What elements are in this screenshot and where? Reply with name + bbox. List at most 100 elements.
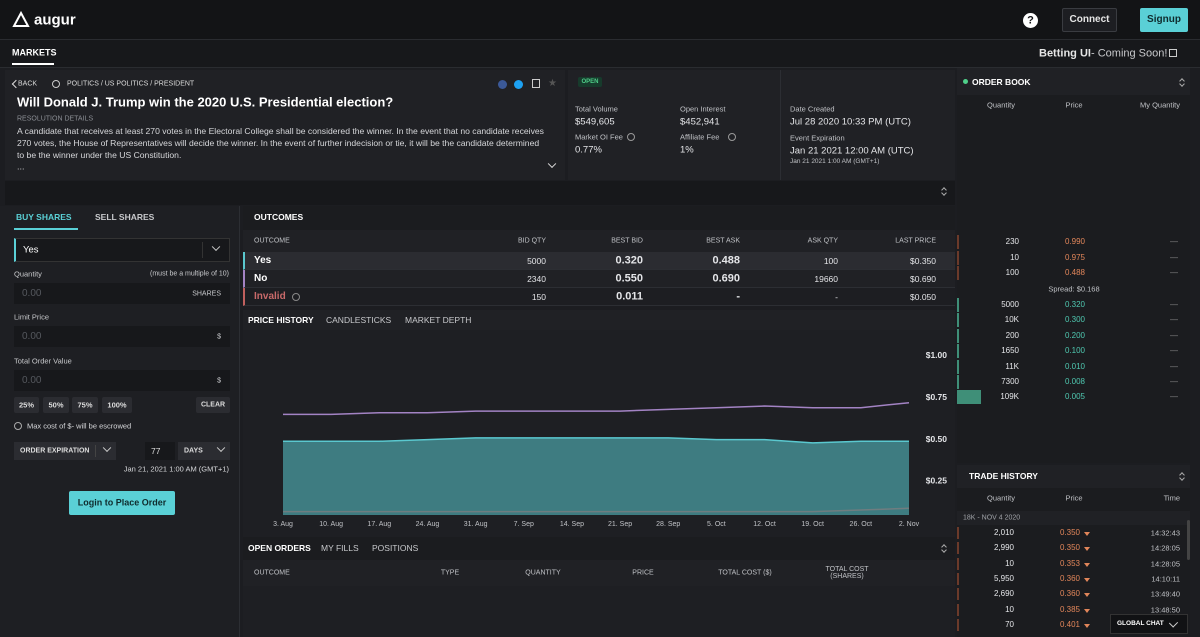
- trade-time: 13:49:40: [1150, 589, 1180, 599]
- ask-price: 0.488: [1064, 268, 1085, 277]
- stat-value: Jul 28 2020 10:33 PM (UTC): [790, 116, 911, 128]
- input-placeholder[interactable]: 0.00: [22, 288, 42, 299]
- input-box[interactable]: [14, 283, 230, 304]
- expiration-text[interactable]: ORDER EXPIRATION: [20, 447, 90, 455]
- bid-price: 0.100: [1064, 346, 1085, 356]
- down-arrow: [1084, 577, 1090, 582]
- trade-group: 18K - NOV 4 2020: [963, 514, 1021, 522]
- outcomes-title: OUTCOMES: [254, 211, 304, 222]
- login-text[interactable]: Login to Place Order: [77, 497, 167, 508]
- x-tick-label: 19. Oct: [801, 521, 824, 528]
- help-circle: [1023, 13, 1038, 28]
- input-placeholder[interactable]: 0.00: [22, 375, 42, 386]
- outcomes-col: OUTCOME: [254, 237, 290, 245]
- x-tick-label: 17. Aug: [367, 521, 391, 528]
- outcomes-header: [243, 206, 955, 230]
- x-tick-label: 3. Aug: [273, 521, 293, 528]
- my-quantity: —: [1170, 315, 1178, 325]
- orders-col: TOTAL COST ($): [718, 569, 772, 577]
- copy-icon[interactable]: [532, 79, 540, 88]
- back-link[interactable]: BACK: [18, 80, 38, 88]
- login-button[interactable]: [69, 491, 175, 515]
- depth-bar: [957, 359, 959, 374]
- outcome-row[interactable]: [243, 288, 955, 306]
- markets-tab[interactable]: MARKETS: [12, 47, 57, 58]
- outcomes-col: LAST PRICE: [895, 237, 936, 245]
- info-icon: [14, 422, 22, 430]
- stat-label: Open Interest: [680, 104, 726, 114]
- order-book-col: My Quantity: [1139, 100, 1180, 110]
- outcome-row[interactable]: [243, 252, 955, 270]
- trade-quantity: 2,690: [993, 589, 1014, 599]
- orders-tab[interactable]: MY FILLS: [321, 542, 359, 553]
- share-icon[interactable]: [498, 80, 507, 89]
- days-select[interactable]: [178, 442, 230, 460]
- help-text[interactable]: ?: [1027, 14, 1034, 27]
- days-input[interactable]: [145, 442, 175, 460]
- outcome-cell: No: [254, 273, 268, 284]
- connect-button[interactable]: [1062, 8, 1117, 32]
- my-quantity: —: [1170, 346, 1178, 356]
- trade-quantity: 2,990: [993, 543, 1014, 553]
- market-panel: [5, 70, 565, 180]
- quick-button[interactable]: [43, 397, 69, 413]
- bid-price: 0.320: [1064, 300, 1085, 309]
- expiration-select[interactable]: [14, 442, 116, 460]
- stat-label: Date Created: [790, 104, 835, 114]
- my-quantity: —: [1170, 361, 1178, 371]
- chat-text[interactable]: GLOBAL CHAT: [1117, 619, 1164, 627]
- days-text[interactable]: DAYS: [184, 447, 203, 455]
- signup-text[interactable]: Signup: [1147, 14, 1181, 25]
- orders-tab[interactable]: POSITIONS: [372, 542, 419, 553]
- trade-history-header: [957, 465, 1190, 488]
- input-box[interactable]: [14, 370, 230, 391]
- buy-tab[interactable]: BUY SHARES: [16, 211, 72, 222]
- days-value[interactable]: 77: [151, 445, 161, 456]
- orders-col-bar: [243, 560, 955, 586]
- signup-button[interactable]: [1140, 8, 1188, 32]
- outcome-row[interactable]: [243, 270, 955, 288]
- x-tick-label: 21. Sep: [608, 521, 632, 528]
- clear-text[interactable]: CLEAR: [200, 401, 226, 409]
- connect-text[interactable]: Connect: [1069, 14, 1110, 25]
- outcome-cell: $0.350: [910, 255, 936, 266]
- trade-panel: [0, 206, 240, 637]
- quick-text[interactable]: 50%: [48, 400, 64, 410]
- chart-tab[interactable]: CANDLESTICKS: [326, 314, 392, 325]
- input-label: Limit Price: [14, 312, 50, 322]
- quick-text[interactable]: 25%: [18, 400, 34, 410]
- chart-tab[interactable]: PRICE HISTORY: [248, 314, 314, 325]
- trade-quantity: 2,010: [993, 528, 1014, 537]
- quick-text[interactable]: 75%: [77, 400, 93, 410]
- my-quantity: —: [1170, 330, 1178, 340]
- orders-tab[interactable]: OPEN ORDERS: [248, 542, 311, 553]
- down-arrow: [1084, 547, 1090, 552]
- quick-button[interactable]: [102, 397, 132, 413]
- quick-button[interactable]: [14, 397, 39, 413]
- outcome-cell: 150: [531, 291, 546, 302]
- outcome-cell: $0.050: [910, 291, 936, 302]
- orders-col: OUTCOME: [254, 569, 290, 577]
- stats-panel: [568, 70, 955, 180]
- line: [283, 401, 910, 416]
- quick-button[interactable]: [72, 397, 98, 413]
- info-icon: [728, 133, 736, 141]
- bid-price: 0.008: [1064, 377, 1085, 386]
- input-placeholder[interactable]: 0.00: [22, 331, 42, 342]
- outcome-cell: 2340: [527, 273, 546, 284]
- y-tick-label: $0.25: [926, 476, 948, 486]
- sell-tab[interactable]: SELL SHARES: [95, 211, 155, 222]
- chart-tab[interactable]: MARKET DEPTH: [405, 314, 472, 325]
- outcome-select-text[interactable]: Yes: [23, 244, 39, 256]
- outcome-select[interactable]: [14, 238, 230, 262]
- share-icon[interactable]: [514, 80, 523, 89]
- quick-text[interactable]: 100%: [107, 400, 127, 410]
- star-icon[interactable]: ★: [548, 78, 557, 89]
- orders-col: TYPE: [440, 569, 460, 577]
- clear-button[interactable]: [196, 397, 230, 413]
- top-bar: [0, 0, 1200, 40]
- chat-button[interactable]: [1110, 614, 1188, 634]
- markets-underline: [12, 63, 54, 65]
- input-box[interactable]: [14, 326, 230, 347]
- trade-row-marker: [957, 557, 959, 570]
